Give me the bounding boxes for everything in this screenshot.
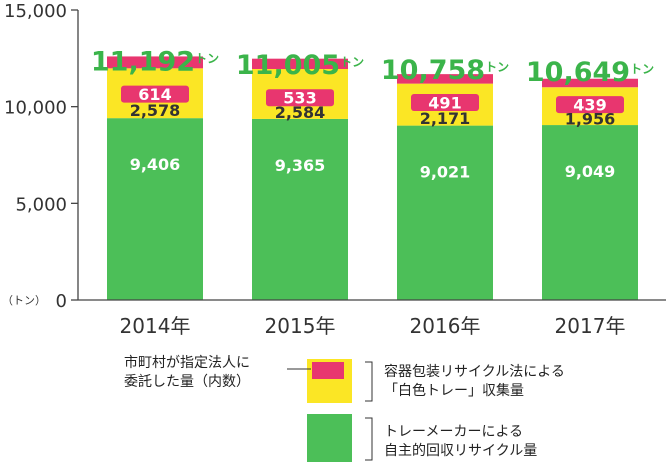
bar-label-pink: 533 <box>283 89 316 108</box>
bar-label-yellow: 1,956 <box>565 110 616 129</box>
legend-swatch-green <box>307 414 352 462</box>
bar-label-green: 9,021 <box>420 163 471 182</box>
bar-segment-pink <box>397 74 493 84</box>
bar-label-green: 9,406 <box>130 155 181 174</box>
x-tick-label: 2017年 <box>555 314 626 338</box>
bar-total-label: 10,758トン <box>381 55 509 86</box>
y-tick-label: 15,000 <box>4 1 67 22</box>
bar-total-label: 10,649トン <box>526 57 654 88</box>
pink-value-badge <box>556 96 624 114</box>
bar-segment-green <box>107 118 203 300</box>
x-tick-label: 2014年 <box>120 314 191 338</box>
x-axis: 2014年 2015年 2016年 2017年 <box>78 299 666 338</box>
legend <box>287 359 373 462</box>
pink-value-badge <box>121 85 189 103</box>
bar-label-yellow: 2,584 <box>275 103 326 122</box>
y-axis-unit-label: （トン） <box>2 294 46 307</box>
bar-label-pink: 491 <box>428 94 461 113</box>
bar-segment-pink <box>252 58 348 69</box>
y-axis: 0 5,000 10,000 15,000 （トン） <box>2 1 79 312</box>
bar-label-green: 9,365 <box>275 156 326 175</box>
y-tick-label: 5,000 <box>15 194 67 215</box>
pink-value-badge <box>411 94 479 112</box>
bar-label-pink: 614 <box>138 85 171 104</box>
bar-total-label: 11,192トン <box>91 47 219 78</box>
legend-label-pink: 市町村が指定法人に 委託した量（内数） <box>124 355 250 390</box>
legend-bracket-yellow <box>365 361 373 402</box>
y-tick-label: 10,000 <box>4 98 67 119</box>
legend-label-green: トレーメーカーによる 自主的回収リサイクル量 <box>384 424 538 459</box>
bar-label-yellow: 2,171 <box>420 109 471 128</box>
bar-label-pink: 439 <box>573 96 606 115</box>
bar-segment-green <box>252 118 348 301</box>
legend-label-yellow: 容器包装リサイクル法による 「白色トレー」収集量 <box>384 364 565 399</box>
bar-label-yellow: 2,578 <box>130 101 181 120</box>
bar-segment-pink <box>542 78 638 88</box>
bar-segment-green <box>397 125 493 301</box>
bar-label-green: 9,049 <box>565 162 616 181</box>
pink-value-badge <box>266 89 334 107</box>
bar-segment-green <box>542 125 638 300</box>
y-tick-label: 0 <box>56 291 67 312</box>
x-tick-label: 2016年 <box>410 314 481 338</box>
legend-swatch-pink <box>312 362 344 379</box>
bar-segment-pink <box>107 56 203 69</box>
bar-total-label: 11,005トン <box>236 50 364 81</box>
x-tick-label: 2015年 <box>265 314 336 338</box>
legend-bracket-green <box>365 417 373 461</box>
